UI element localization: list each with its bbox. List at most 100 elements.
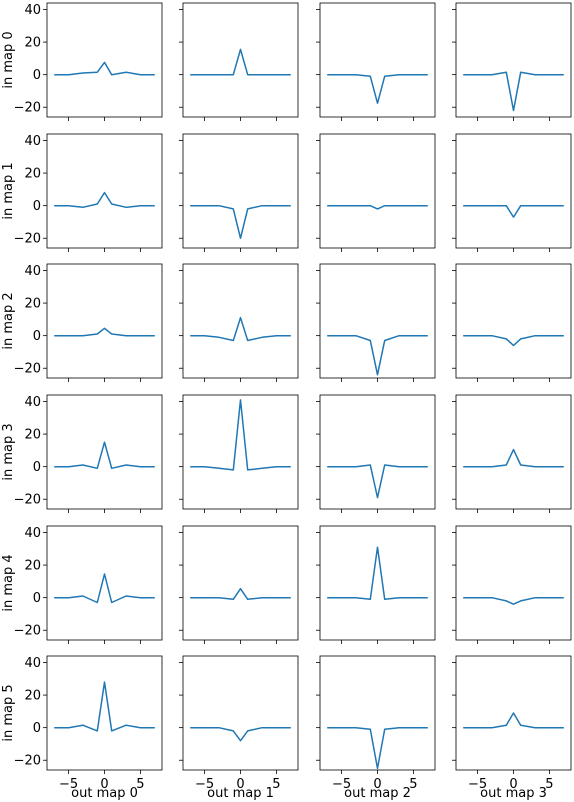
- panel-r3-c3: [452, 394, 572, 513]
- series-line: [54, 61, 155, 76]
- y-tick-label: 0: [33, 591, 41, 606]
- y-tick-label: 20: [24, 689, 41, 704]
- y-tick-label: −20: [14, 624, 41, 639]
- x-tick-label: 0: [236, 777, 244, 792]
- series-line: [463, 71, 564, 112]
- x-tick-label: 5: [545, 777, 553, 792]
- series-line: [327, 334, 428, 376]
- y-tick-label: 0: [33, 199, 41, 214]
- x-tick-label: 0: [100, 777, 108, 792]
- x-tick-label: 0: [509, 777, 517, 792]
- panel-r2-c1: [179, 263, 299, 382]
- plot-frame: [319, 263, 436, 379]
- col-label: out map 3: [480, 786, 547, 801]
- plot-frame: [182, 133, 299, 249]
- row-label: in map 3: [1, 423, 16, 480]
- x-tick-label: −5: [332, 777, 351, 792]
- series-line: [190, 587, 291, 601]
- plot-frame: [46, 655, 163, 771]
- series-line: [190, 399, 291, 471]
- plot-frame: [182, 525, 299, 641]
- plot-frame: [46, 263, 163, 379]
- panel-r1-c1: [179, 133, 299, 252]
- series-line: [54, 327, 155, 337]
- panel-r0-c0: −20 0 20 40: [14, 2, 163, 121]
- x-tick-label: 5: [409, 777, 417, 792]
- panel-r2-c2: [316, 263, 436, 382]
- y-tick-label: 20: [24, 36, 41, 51]
- panel-r4-c2: [316, 525, 436, 644]
- panel-r3-c0: −20 0 20 40: [14, 394, 163, 513]
- y-tick-label: −20: [14, 754, 41, 769]
- y-tick-label: 0: [33, 329, 41, 344]
- plot-frame: [319, 394, 436, 510]
- plot-frame: [46, 525, 163, 641]
- row-label: in map 2: [1, 292, 16, 349]
- series-line: [190, 316, 291, 342]
- plot-frame: [319, 525, 436, 641]
- y-tick-label: 40: [24, 264, 41, 279]
- series-line: [463, 334, 564, 347]
- x-tick-label: −5: [195, 777, 214, 792]
- plot-frame: [455, 133, 572, 249]
- panel-r4-c3: [452, 525, 572, 644]
- y-tick-label: −20: [14, 101, 41, 116]
- x-tick-label: 5: [136, 777, 144, 792]
- panel-r0-c1: [179, 2, 299, 121]
- row-label: in map 0: [1, 31, 16, 88]
- panel-r1-c3: [452, 133, 572, 252]
- panel-r3-c1: [179, 394, 299, 513]
- row-label: in map 1: [1, 162, 16, 219]
- y-tick-label: 0: [33, 68, 41, 83]
- series-line: [327, 726, 428, 770]
- y-tick-label: 40: [24, 395, 41, 410]
- plot-frame: [182, 655, 299, 771]
- x-tick-label: −5: [59, 777, 78, 792]
- y-tick-label: 40: [24, 3, 41, 18]
- y-tick-label: −20: [14, 493, 41, 508]
- y-tick-label: 0: [33, 721, 41, 736]
- y-tick-label: 40: [24, 134, 41, 149]
- plot-frame: [455, 394, 572, 510]
- series-line: [327, 73, 428, 104]
- panel-r3-c2: [316, 394, 436, 513]
- series-line: [327, 204, 428, 210]
- x-tick-label: −5: [468, 777, 487, 792]
- x-tick-label: 5: [272, 777, 280, 792]
- panel-r1-c2: [316, 133, 436, 252]
- panel-r5-c2: −5 0 5: [316, 655, 436, 792]
- plot-frame: [182, 394, 299, 510]
- y-tick-label: 20: [24, 559, 41, 574]
- panel-r5-c0: −20 0 20 40 −5 0 5: [14, 655, 163, 792]
- series-line: [327, 464, 428, 499]
- plot-frame: [46, 133, 163, 249]
- x-tick-label: 0: [373, 777, 381, 792]
- plot-frame: [455, 2, 572, 118]
- plot-frame: [319, 2, 436, 118]
- col-label: out map 2: [344, 786, 411, 801]
- panel-r2-c3: [452, 263, 572, 382]
- panel-r4-c0: −20 0 20 40: [14, 525, 163, 644]
- y-tick-label: 20: [24, 297, 41, 312]
- series-line: [54, 681, 155, 732]
- panel-r0-c3: [452, 2, 572, 121]
- row-label: in map 4: [1, 554, 16, 611]
- series-line: [190, 726, 291, 742]
- col-label: out map 0: [71, 786, 138, 801]
- series-line: [190, 204, 291, 239]
- panel-r5-c1: −5 0 5: [179, 655, 299, 792]
- series-line: [54, 191, 155, 209]
- y-tick-label: 20: [24, 167, 41, 182]
- panel-r0-c2: [316, 2, 436, 121]
- plot-frame: [46, 2, 163, 118]
- y-tick-label: 40: [24, 526, 41, 541]
- series-line: [54, 441, 155, 470]
- series-line: [463, 204, 564, 218]
- plot-frame: [46, 394, 163, 510]
- y-tick-label: 0: [33, 460, 41, 475]
- series-line: [463, 596, 564, 605]
- panel-r2-c0: −20 0 20 40: [14, 263, 163, 382]
- col-label: out map 1: [207, 786, 274, 801]
- panel-r4-c1: [179, 525, 299, 644]
